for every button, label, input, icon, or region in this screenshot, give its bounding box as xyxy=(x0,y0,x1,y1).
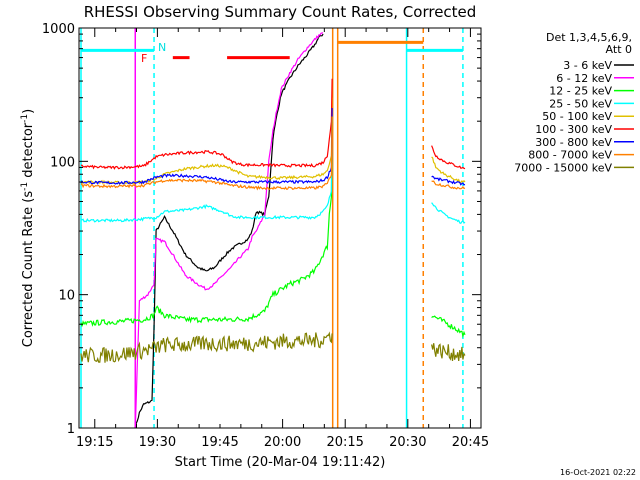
legend-label: 50 - 100 keV xyxy=(542,110,612,123)
x-tick-label: 20:15 xyxy=(326,435,363,450)
y-tick-label: 1 xyxy=(67,422,75,437)
series-line-6 xyxy=(80,107,466,186)
annotation-n: N xyxy=(158,41,166,54)
chart-title: RHESSI Observing Summary Count Rates, Co… xyxy=(84,3,477,21)
annotations: N F xyxy=(141,41,166,65)
plot-frame xyxy=(78,27,482,429)
x-tick-label: 19:30 xyxy=(139,435,176,450)
x-tick-label: 20:00 xyxy=(264,435,301,450)
series-line-0 xyxy=(134,33,324,429)
legend-label: 7000 - 15000 keV xyxy=(514,161,612,174)
footer-date: 16-Oct-2021 02:22 xyxy=(560,468,636,477)
legend-label: 25 - 50 keV xyxy=(549,97,612,110)
legend-label: 3 - 6 keV xyxy=(563,59,612,72)
legend-label: 6 - 12 keV xyxy=(556,72,612,85)
annotation-f: F xyxy=(141,52,147,65)
x-axis-label: Start Time (20-Mar-04 19:11:42) xyxy=(175,455,386,470)
y-tick-label: 10 xyxy=(58,289,75,304)
series-layer xyxy=(80,28,466,429)
x-tick-label: 19:15 xyxy=(76,435,113,450)
legend-label: 800 - 7000 keV xyxy=(528,149,612,162)
y-axis: 1 10 100 1000 xyxy=(42,22,481,437)
series-line-5 xyxy=(80,78,466,170)
legend-header-line1: Det 1,3,4,5,6,9, xyxy=(546,31,632,44)
series-line-3 xyxy=(80,115,466,225)
series-line-7 xyxy=(80,116,466,191)
series-line-1 xyxy=(134,32,324,429)
x-tick-label: 19:45 xyxy=(201,435,238,450)
series-line-8 xyxy=(80,331,466,363)
series-line-2 xyxy=(80,116,466,339)
legend-header-line2: Att 0 xyxy=(606,43,632,56)
x-tick-label: 20:30 xyxy=(389,435,426,450)
legend-label: 300 - 800 keV xyxy=(535,136,612,149)
legend-label: 100 - 300 keV xyxy=(535,123,612,136)
y-axis-label: Corrected Count Rate (s-1 detector-1) xyxy=(20,109,36,347)
legend-label: 12 - 25 keV xyxy=(549,85,612,98)
x-tick-label: 20:45 xyxy=(452,435,489,450)
x-axis: 19:15 19:30 19:45 20:00 20:15 20:30 20:45 xyxy=(76,28,489,450)
y-tick-label: 1000 xyxy=(42,22,75,37)
y-tick-label: 100 xyxy=(50,155,75,170)
